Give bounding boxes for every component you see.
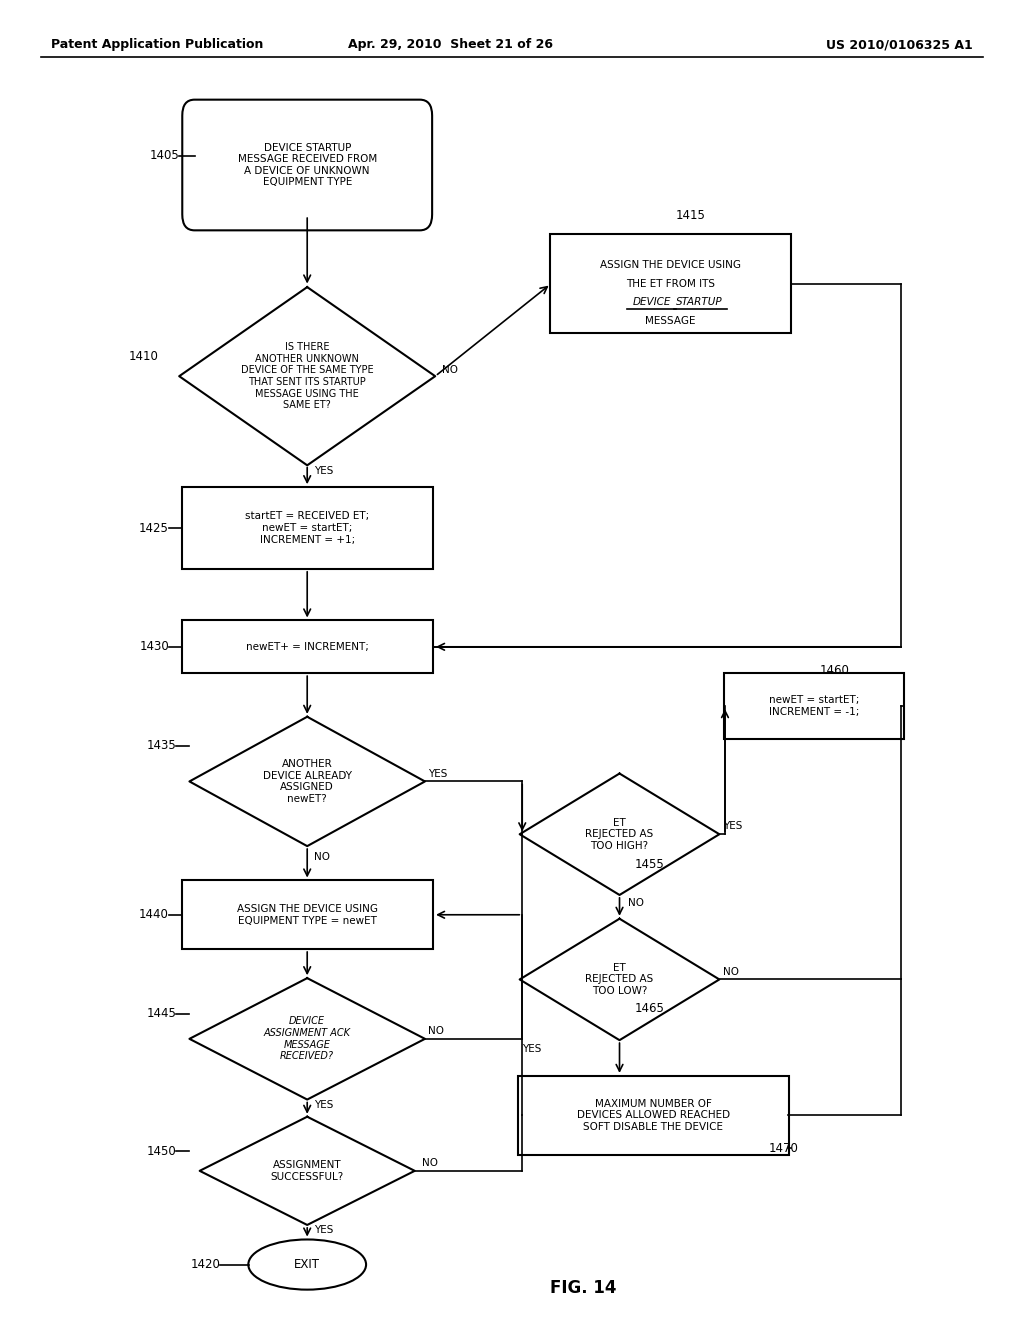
- Ellipse shape: [248, 1239, 367, 1290]
- Bar: [182, 487, 432, 569]
- Text: 1410: 1410: [129, 350, 159, 363]
- Text: 1440: 1440: [139, 908, 169, 921]
- Text: DEVICE STARTUP
MESSAGE RECEIVED FROM
A DEVICE OF UNKNOWN
EQUIPMENT TYPE: DEVICE STARTUP MESSAGE RECEIVED FROM A D…: [238, 143, 377, 187]
- Text: YES: YES: [428, 768, 447, 779]
- Text: NO: NO: [314, 851, 331, 862]
- Text: 1420: 1420: [190, 1258, 220, 1271]
- Bar: [725, 673, 904, 739]
- Text: NO: NO: [628, 898, 644, 908]
- Text: YES: YES: [314, 466, 334, 477]
- Text: IS THERE
ANOTHER UNKNOWN
DEVICE OF THE SAME TYPE
THAT SENT ITS STARTUP
MESSAGE U: IS THERE ANOTHER UNKNOWN DEVICE OF THE S…: [241, 342, 374, 411]
- Text: STARTUP: STARTUP: [676, 297, 723, 308]
- FancyBboxPatch shape: [182, 100, 432, 230]
- Text: DEVICE: DEVICE: [633, 297, 672, 308]
- Text: YES: YES: [314, 1225, 334, 1236]
- Text: ASSIGN THE DEVICE USING: ASSIGN THE DEVICE USING: [600, 260, 741, 271]
- Text: 1405: 1405: [150, 149, 179, 162]
- Text: 1435: 1435: [146, 739, 176, 752]
- Text: NO: NO: [428, 1026, 444, 1036]
- Text: newET = startET;
INCREMENT = -1;: newET = startET; INCREMENT = -1;: [769, 696, 859, 717]
- Text: NO: NO: [442, 364, 459, 375]
- Text: 1425: 1425: [139, 521, 169, 535]
- Text: Apr. 29, 2010  Sheet 21 of 26: Apr. 29, 2010 Sheet 21 of 26: [348, 38, 553, 51]
- Text: newET+ = INCREMENT;: newET+ = INCREMENT;: [246, 642, 369, 652]
- Text: 1470: 1470: [769, 1142, 799, 1155]
- Text: 1445: 1445: [146, 1007, 176, 1020]
- Text: DEVICE
ASSIGNMENT ACK
MESSAGE
RECEIVED?: DEVICE ASSIGNMENT ACK MESSAGE RECEIVED?: [264, 1016, 350, 1061]
- Text: 1430: 1430: [139, 640, 169, 653]
- Text: US 2010/0106325 A1: US 2010/0106325 A1: [826, 38, 973, 51]
- Text: 1450: 1450: [146, 1144, 176, 1158]
- Bar: [518, 1076, 790, 1155]
- Bar: [182, 880, 432, 949]
- Bar: [182, 620, 432, 673]
- Text: THE ET FROM ITS: THE ET FROM ITS: [627, 279, 715, 289]
- Text: 1415: 1415: [676, 209, 706, 222]
- Text: EXIT: EXIT: [294, 1258, 321, 1271]
- Text: ANOTHER
DEVICE ALREADY
ASSIGNED
newET?: ANOTHER DEVICE ALREADY ASSIGNED newET?: [263, 759, 351, 804]
- Text: ASSIGNMENT
SUCCESSFUL?: ASSIGNMENT SUCCESSFUL?: [270, 1160, 344, 1181]
- Text: Patent Application Publication: Patent Application Publication: [51, 38, 263, 51]
- Text: ET
REJECTED AS
TOO LOW?: ET REJECTED AS TOO LOW?: [586, 962, 653, 997]
- Text: MAXIMUM NUMBER OF
DEVICES ALLOWED REACHED
SOFT DISABLE THE DEVICE: MAXIMUM NUMBER OF DEVICES ALLOWED REACHE…: [577, 1098, 730, 1133]
- Text: ASSIGN THE DEVICE USING
EQUIPMENT TYPE = newET: ASSIGN THE DEVICE USING EQUIPMENT TYPE =…: [237, 904, 378, 925]
- Text: NO: NO: [723, 966, 739, 977]
- Text: 1465: 1465: [635, 1002, 665, 1015]
- Text: YES: YES: [522, 1044, 542, 1055]
- Text: MESSAGE: MESSAGE: [645, 315, 696, 326]
- Text: startET = RECEIVED ET;
newET = startET;
INCREMENT = +1;: startET = RECEIVED ET; newET = startET; …: [245, 511, 370, 545]
- Text: YES: YES: [723, 821, 742, 832]
- Text: NO: NO: [422, 1158, 438, 1168]
- Text: ET
REJECTED AS
TOO HIGH?: ET REJECTED AS TOO HIGH?: [586, 817, 653, 851]
- Text: 1460: 1460: [819, 664, 849, 677]
- Text: FIG. 14: FIG. 14: [551, 1279, 616, 1298]
- Bar: [551, 235, 792, 333]
- Text: YES: YES: [314, 1100, 334, 1110]
- Text: 1455: 1455: [635, 858, 665, 871]
